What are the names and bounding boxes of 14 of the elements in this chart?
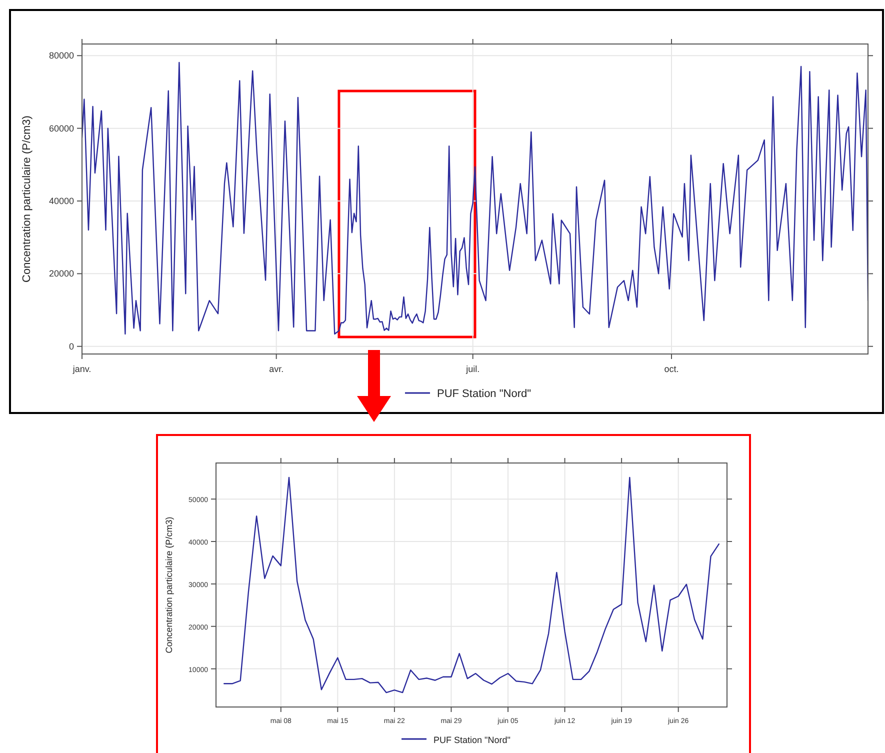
x-tick-label: juil.	[465, 364, 480, 374]
x-tick-label: janv.	[72, 364, 92, 374]
y-tick-label: 40000	[48, 196, 74, 206]
x-tick-label: oct.	[664, 364, 679, 374]
y-tick-label: 0	[68, 341, 74, 352]
line-series	[224, 476, 720, 694]
y-tick-label: 80000	[48, 50, 74, 61]
x-tick-label: avr.	[269, 364, 284, 374]
y-axis-title: Concentration particulaire (P/cm3)	[164, 516, 174, 654]
legend-label: PUF Station "Nord"	[434, 735, 510, 745]
y-axis-title: Concentration particulaire (P/cm3)	[21, 116, 33, 282]
y-tick-label: 60000	[48, 123, 74, 134]
legend-label: PUF Station "Nord"	[437, 388, 532, 400]
y-tick-label: 20000	[48, 268, 74, 279]
